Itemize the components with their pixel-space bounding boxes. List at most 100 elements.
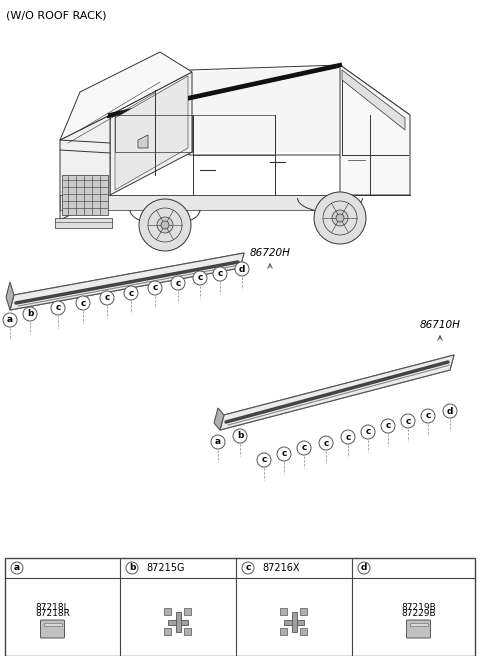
Polygon shape	[220, 355, 454, 430]
Circle shape	[213, 267, 227, 281]
Circle shape	[3, 313, 17, 327]
Circle shape	[233, 429, 247, 443]
Polygon shape	[214, 408, 224, 430]
Circle shape	[242, 562, 254, 574]
Circle shape	[336, 214, 344, 222]
Text: 87216X: 87216X	[262, 563, 300, 573]
Text: c: c	[365, 428, 371, 436]
Circle shape	[314, 192, 366, 244]
Text: c: c	[385, 422, 391, 430]
Bar	[409, 623, 428, 626]
Polygon shape	[60, 52, 192, 140]
Circle shape	[257, 453, 271, 467]
Circle shape	[211, 435, 225, 449]
Circle shape	[401, 414, 415, 428]
Polygon shape	[342, 70, 405, 130]
Text: b: b	[237, 432, 243, 440]
Text: a: a	[215, 438, 221, 447]
Text: c: c	[217, 270, 223, 279]
Text: 87218L: 87218L	[36, 602, 69, 611]
Bar	[280, 628, 287, 635]
Bar	[280, 608, 287, 615]
Polygon shape	[60, 195, 340, 210]
Text: c: c	[405, 417, 411, 426]
Circle shape	[319, 436, 333, 450]
Circle shape	[161, 221, 169, 229]
Circle shape	[421, 409, 435, 423]
Circle shape	[361, 425, 375, 439]
Circle shape	[193, 271, 207, 285]
Text: (W/O ROOF RACK): (W/O ROOF RACK)	[6, 10, 107, 20]
Bar	[184, 608, 191, 615]
Circle shape	[148, 281, 162, 295]
Text: c: c	[152, 283, 158, 293]
Text: c: c	[261, 455, 267, 464]
Text: 87229B: 87229B	[401, 609, 436, 619]
FancyBboxPatch shape	[40, 620, 64, 638]
Polygon shape	[340, 65, 410, 195]
Text: c: c	[281, 449, 287, 459]
Polygon shape	[55, 218, 112, 228]
Circle shape	[51, 301, 65, 315]
Polygon shape	[115, 76, 188, 190]
Text: 86720H: 86720H	[250, 248, 290, 258]
Polygon shape	[220, 355, 454, 430]
Circle shape	[126, 562, 138, 574]
Text: c: c	[55, 304, 60, 312]
Text: b: b	[27, 310, 33, 319]
Bar	[168, 619, 188, 625]
Polygon shape	[62, 175, 108, 215]
Circle shape	[443, 404, 457, 418]
Circle shape	[341, 430, 355, 444]
Bar	[176, 612, 180, 632]
Text: d: d	[361, 564, 367, 573]
Bar	[284, 619, 304, 625]
Circle shape	[100, 291, 114, 305]
Polygon shape	[60, 115, 110, 220]
Text: d: d	[239, 264, 245, 274]
Bar	[164, 628, 171, 635]
Circle shape	[139, 199, 191, 251]
Text: 87218R: 87218R	[35, 609, 70, 619]
Polygon shape	[6, 282, 14, 310]
Text: 87215G: 87215G	[146, 563, 184, 573]
Bar	[300, 608, 307, 615]
Polygon shape	[110, 72, 192, 195]
Circle shape	[76, 296, 90, 310]
Bar	[164, 608, 171, 615]
Circle shape	[23, 307, 37, 321]
Text: a: a	[7, 316, 13, 325]
Circle shape	[235, 262, 249, 276]
Bar	[300, 628, 307, 635]
Circle shape	[157, 217, 173, 233]
Circle shape	[11, 562, 23, 574]
Text: c: c	[324, 438, 329, 447]
Polygon shape	[10, 253, 244, 310]
Bar	[184, 628, 191, 635]
Bar	[44, 623, 61, 626]
Text: c: c	[80, 298, 86, 308]
Text: 87219B: 87219B	[401, 602, 436, 611]
Text: c: c	[128, 289, 134, 298]
Text: d: d	[447, 407, 453, 415]
Polygon shape	[10, 253, 244, 310]
Text: c: c	[345, 432, 351, 441]
Polygon shape	[138, 135, 148, 148]
Polygon shape	[115, 67, 408, 152]
Bar	[291, 612, 297, 632]
Bar	[5, 558, 475, 656]
Text: c: c	[175, 279, 180, 287]
Circle shape	[297, 441, 311, 455]
Text: 86710H: 86710H	[420, 320, 460, 330]
Circle shape	[171, 276, 185, 290]
Text: c: c	[197, 274, 203, 283]
Circle shape	[277, 447, 291, 461]
Text: c: c	[245, 564, 251, 573]
Circle shape	[124, 286, 138, 300]
Text: a: a	[14, 564, 20, 573]
Text: b: b	[129, 564, 135, 573]
Text: c: c	[104, 293, 110, 302]
Circle shape	[332, 210, 348, 226]
Text: c: c	[425, 411, 431, 420]
Circle shape	[381, 419, 395, 433]
